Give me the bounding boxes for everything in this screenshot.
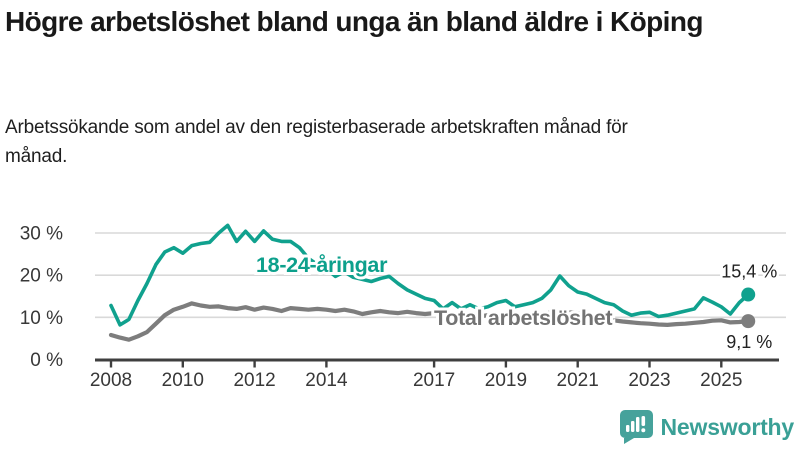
x-axis-tick-label: 2010 bbox=[162, 370, 204, 391]
y-axis-tick-label: 30 % bbox=[20, 223, 63, 244]
series-end-value-label: 9,1 % bbox=[726, 332, 772, 352]
x-axis-tick-label: 2012 bbox=[233, 370, 275, 391]
newsworthy-bubble-chart-icon bbox=[619, 410, 653, 444]
series-end-dot bbox=[741, 287, 756, 302]
series-line-total bbox=[108, 301, 751, 342]
x-axis-tick-label: 2019 bbox=[485, 370, 527, 391]
x-axis-tick-label: 2025 bbox=[700, 370, 742, 391]
newsworthy-wordmark: Newsworthy bbox=[660, 413, 795, 440]
newsworthy-logo[interactable]: Newsworthy bbox=[617, 409, 794, 445]
x-axis-tick-label: 2021 bbox=[557, 370, 599, 391]
page-title: Högre arbetslöshet bland unga än bland ä… bbox=[5, 6, 703, 37]
y-axis-tick-label: 0 % bbox=[30, 350, 63, 371]
y-axis-tick-label: 20 % bbox=[20, 266, 63, 287]
series-name-label: 18-24-åringar bbox=[256, 253, 388, 277]
series-line-youth bbox=[109, 223, 751, 327]
x-axis-tick-label: 2017 bbox=[413, 370, 455, 391]
series-end-dot bbox=[741, 314, 756, 329]
series-end-value-label: 15,4 % bbox=[721, 262, 777, 282]
series-name-label: Total arbetslöshet bbox=[434, 306, 612, 330]
x-axis-tick-label: 2014 bbox=[305, 370, 348, 391]
y-axis-tick-label: 10 % bbox=[20, 308, 63, 329]
x-axis-tick-label: 2008 bbox=[90, 370, 132, 391]
chart-subtitle: Arbetssökande som andel av den registerb… bbox=[5, 117, 628, 167]
x-axis-tick-label: 2023 bbox=[628, 370, 670, 391]
